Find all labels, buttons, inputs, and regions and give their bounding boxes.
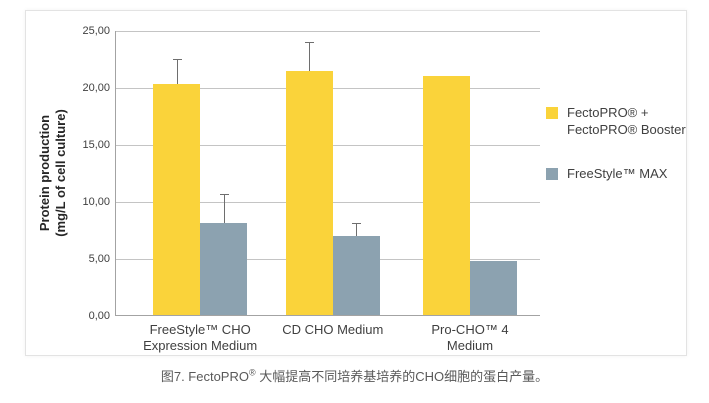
- error-bar-fectopro-plus-booster-cd-cho-medium: [309, 42, 311, 72]
- legend-swatch-fectopro-plus-booster: [546, 107, 558, 119]
- bar-fectopro-plus-booster-cd-cho-medium: [285, 71, 333, 315]
- y-tick-15: 15,00: [82, 139, 110, 151]
- caption-prefix: 图7. FectoPRO: [160, 369, 249, 384]
- y-tick-25: 25,00: [82, 25, 110, 37]
- error-bar-cap-fectopro-plus-booster-freestyle-cho-expression-medium: [172, 58, 182, 60]
- error-bar-cap-freestyle-max-cd-cho-medium: [352, 222, 362, 224]
- bar-fectopro-plus-booster-freestyle-cho-expression-medium: [153, 83, 201, 315]
- bar-freestyle-max-freestyle-cho-expression-medium: [200, 222, 248, 315]
- bar-fectopro-plus-booster-pro-cho-4-medium: [423, 75, 471, 315]
- legend-item-freestyle-max: FreeStyle™ MAX: [546, 166, 686, 183]
- x-label-freestyle-cho-expression-medium: FreeStyle™ CHO Expression Medium: [143, 322, 257, 355]
- error-bar-freestyle-max-cd-cho-medium: [356, 223, 358, 237]
- legend-swatch-freestyle-max: [546, 167, 558, 180]
- bar-freestyle-max-cd-cho-medium: [332, 236, 380, 315]
- bar-freestyle-max-pro-cho-4-medium: [470, 261, 518, 315]
- legend-label-line: FectoPRO® Booster: [567, 121, 686, 137]
- y-tick-5: 5,00: [88, 253, 110, 265]
- y-axis-title: Protein production (mg/L of cell culture…: [37, 109, 70, 237]
- figure-caption: 图7. FectoPRO® 大幅提高不同培养基培养的CHO细胞的蛋白产量。: [0, 366, 709, 385]
- x-label-cd-cho-medium: CD CHO Medium: [282, 322, 383, 338]
- y-tick-20: 20,00: [82, 82, 110, 94]
- legend-label-freestyle-max: FreeStyle™ MAX: [567, 166, 667, 183]
- y-tick-10: 10,00: [82, 196, 110, 208]
- y-tick-0: 0,00: [88, 310, 110, 322]
- error-bar-cap-fectopro-plus-booster-cd-cho-medium: [305, 41, 315, 43]
- error-bar-freestyle-max-freestyle-cho-expression-medium: [223, 195, 225, 223]
- legend-label-line: FreeStyle™ MAX: [567, 165, 668, 181]
- error-bar-fectopro-plus-booster-freestyle-cho-expression-medium: [176, 59, 178, 84]
- x-label-line: CD CHO Medium: [282, 322, 384, 337]
- gridline-25: [116, 30, 540, 32]
- legend-label-fectopro-plus-booster: FectoPRO® + FectoPRO® Booster: [567, 105, 686, 139]
- caption-text: 大幅提高不同培养基培养的CHO细胞的蛋白产量。: [255, 369, 549, 384]
- y-axis-title-line2: (mg/L of cell culture): [53, 109, 68, 237]
- chart-card: Protein production (mg/L of cell culture…: [25, 10, 687, 356]
- x-label-line: FreeStyle™ CHO: [149, 322, 251, 337]
- y-axis-title-line1: Protein production: [36, 114, 52, 232]
- registered-trademark-icon: ®: [248, 367, 256, 378]
- x-label-line: Medium: [446, 338, 494, 354]
- plot-area: 0,00 5,00 10,00 15,00 20,00 25,00 FreeStyle™ C…: [82, 25, 540, 353]
- legend-label-line: FectoPRO® +: [567, 105, 649, 120]
- x-label-line: Expression Medium: [143, 338, 258, 354]
- x-label-line: Pro-CHO™ 4: [431, 322, 509, 337]
- legend: FectoPRO® + FectoPRO® Booster FreeStyle™ M…: [546, 105, 686, 210]
- error-bar-cap-freestyle-max-freestyle-cho-expression-medium: [219, 194, 229, 196]
- legend-item-fectopro-plus-booster: FectoPRO® + FectoPRO® Booster: [546, 105, 686, 139]
- x-label-pro-cho-4-medium: Pro-CHO™ 4 Medium: [431, 322, 508, 355]
